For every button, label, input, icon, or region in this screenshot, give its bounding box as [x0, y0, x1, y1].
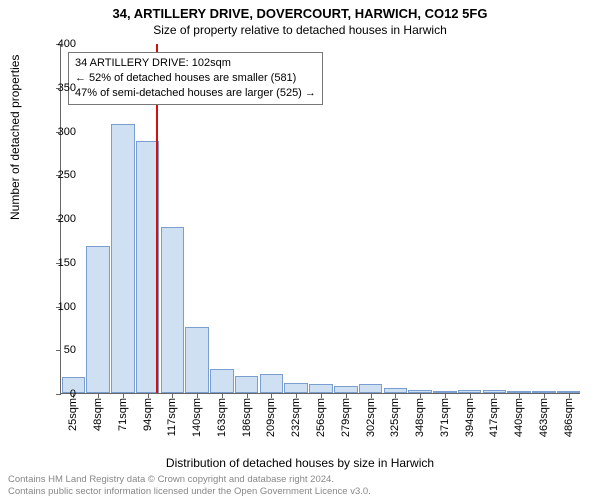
x-tick-mark — [123, 393, 124, 398]
x-tick-mark — [98, 393, 99, 398]
x-tick-mark — [346, 393, 347, 398]
histogram-bar — [86, 246, 110, 393]
x-tick-label: 117sqm — [166, 398, 178, 436]
x-tick-mark — [222, 393, 223, 398]
x-tick-mark — [420, 393, 421, 398]
x-axis-label: Distribution of detached houses by size … — [0, 456, 600, 470]
histogram-bar — [309, 384, 333, 393]
x-tick-mark — [197, 393, 198, 398]
footer-line: Contains public sector information licen… — [8, 486, 371, 498]
histogram-bar — [210, 369, 234, 394]
x-tick-label: 71sqm — [117, 398, 129, 431]
y-tick-label: 200 — [42, 213, 76, 225]
x-tick-mark — [519, 393, 520, 398]
x-tick-label: 186sqm — [241, 398, 253, 437]
histogram-bar — [284, 383, 308, 394]
x-tick-mark — [569, 393, 570, 398]
x-tick-label: 440sqm — [513, 398, 525, 437]
x-tick-label: 302sqm — [365, 398, 377, 437]
x-tick-label: 417sqm — [488, 398, 500, 437]
x-tick-mark — [296, 393, 297, 398]
chart-title: 34, ARTILLERY DRIVE, DOVERCOURT, HARWICH… — [0, 0, 600, 21]
histogram-bar — [161, 227, 185, 393]
x-tick-label: 371sqm — [439, 398, 451, 437]
y-tick-label: 400 — [42, 38, 76, 50]
x-tick-label: 486sqm — [563, 398, 575, 437]
x-tick-label: 140sqm — [191, 398, 203, 437]
annotation-line: 47% of semi-detached houses are larger (… — [75, 86, 316, 101]
histogram-bar — [334, 386, 358, 393]
x-tick-label: 325sqm — [389, 398, 401, 437]
x-tick-mark — [470, 393, 471, 398]
x-tick-mark — [395, 393, 396, 398]
x-tick-mark — [172, 393, 173, 398]
histogram-bar — [260, 374, 284, 393]
annotation-line: 34 ARTILLERY DRIVE: 102sqm — [75, 56, 316, 71]
x-tick-label: 163sqm — [216, 398, 228, 437]
annotation-box: 34 ARTILLERY DRIVE: 102sqm ← 52% of deta… — [68, 52, 323, 105]
y-tick-label: 50 — [42, 344, 76, 356]
x-tick-mark — [271, 393, 272, 398]
y-tick-label: 250 — [42, 169, 76, 181]
x-tick-label: 232sqm — [290, 398, 302, 437]
x-tick-mark — [321, 393, 322, 398]
histogram-bar — [111, 124, 135, 394]
x-tick-mark — [247, 393, 248, 398]
x-tick-label: 25sqm — [67, 398, 79, 431]
x-tick-label: 209sqm — [265, 398, 277, 437]
chart-subtitle: Size of property relative to detached ho… — [0, 21, 600, 37]
y-tick-label: 150 — [42, 257, 76, 269]
y-tick-label: 0 — [42, 388, 76, 400]
x-tick-label: 48sqm — [92, 398, 104, 431]
x-tick-label: 348sqm — [414, 398, 426, 437]
histogram-bar — [185, 327, 209, 394]
footer-line: Contains HM Land Registry data © Crown c… — [8, 474, 371, 486]
x-tick-mark — [148, 393, 149, 398]
histogram-bar — [235, 376, 259, 394]
chart-container: 34, ARTILLERY DRIVE, DOVERCOURT, HARWICH… — [0, 0, 600, 500]
y-tick-label: 100 — [42, 301, 76, 313]
histogram-bar — [359, 384, 383, 393]
x-tick-label: 463sqm — [538, 398, 550, 437]
x-tick-mark — [445, 393, 446, 398]
y-tick-label: 300 — [42, 126, 76, 138]
x-tick-label: 394sqm — [464, 398, 476, 437]
x-tick-label: 279sqm — [340, 398, 352, 437]
footer-attribution: Contains HM Land Registry data © Crown c… — [8, 474, 371, 498]
x-tick-mark — [544, 393, 545, 398]
y-axis-label: Number of detached properties — [8, 55, 22, 220]
annotation-line: ← 52% of detached houses are smaller (58… — [75, 71, 316, 86]
y-tick-label: 350 — [42, 82, 76, 94]
x-tick-label: 94sqm — [142, 398, 154, 431]
x-tick-mark — [371, 393, 372, 398]
x-tick-mark — [494, 393, 495, 398]
x-tick-label: 256sqm — [315, 398, 327, 437]
